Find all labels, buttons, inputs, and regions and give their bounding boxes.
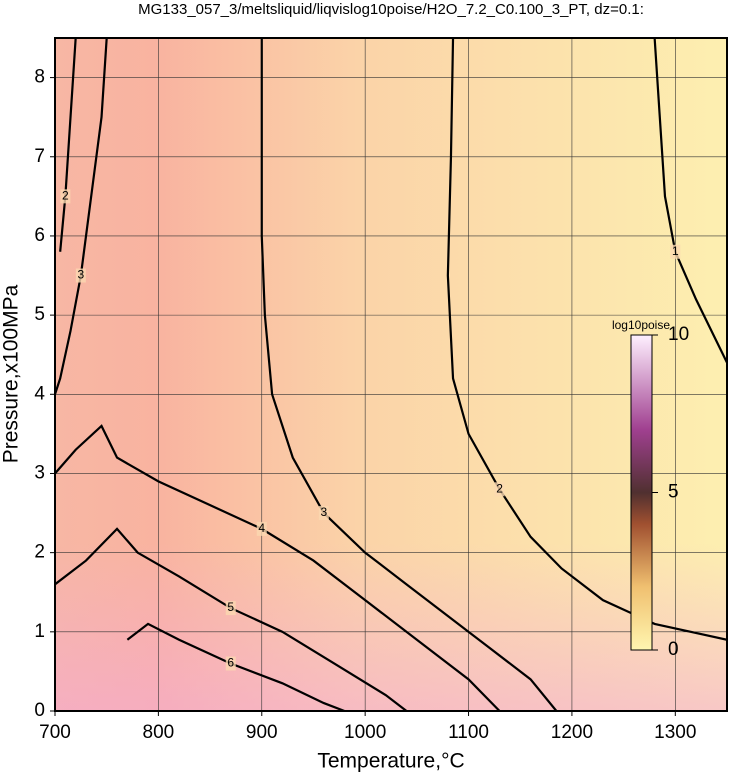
x-tick-label: 1100: [448, 722, 489, 743]
x-tick-label: 1200: [551, 722, 593, 743]
chart-title: MG133_057_3/meltsliquid/liqvislog10poise…: [138, 1, 644, 18]
x-tick-label: 1000: [344, 722, 386, 743]
y-tick-label: 8: [34, 67, 45, 88]
contour-label: 3: [320, 505, 327, 519]
y-tick-label: 2: [34, 542, 45, 563]
contour-line: [653, 38, 727, 364]
y-tick-label: 3: [34, 462, 45, 483]
plot-shade: [55, 38, 727, 711]
contour-label: 3: [78, 268, 85, 282]
contour-label: 5: [227, 600, 234, 614]
x-tick-label: 1300: [654, 722, 696, 743]
contour-line: [55, 527, 408, 711]
contour-label: 1: [672, 244, 679, 258]
y-tick-label: 1: [34, 621, 45, 642]
contour-label-bg: [75, 268, 86, 283]
contour-label-bg: [225, 656, 236, 671]
y-tick-label: 7: [34, 146, 45, 167]
contour-label: 2: [62, 189, 69, 203]
contour-label: 6: [227, 656, 234, 670]
y-tick-label: 6: [34, 225, 45, 246]
contour-line: [55, 424, 501, 711]
x-tick-label: 700: [39, 722, 71, 743]
contour-label-bg: [494, 482, 505, 497]
x-tick-label: 900: [246, 722, 278, 743]
x-axis-label: Temperature,°C: [317, 750, 464, 773]
y-tick-label: 4: [34, 383, 45, 404]
contour-label: 2: [496, 481, 503, 495]
contour-label-bg: [318, 506, 329, 521]
contour-label-bg: [670, 244, 681, 259]
y-tick-label: 0: [34, 700, 45, 721]
contour-label-bg: [256, 521, 267, 536]
contours: 1 2 2 3 3 4 5 6: [55, 38, 727, 711]
contour-label-bg: [60, 189, 71, 204]
colorbar-tick-label: 10: [668, 324, 689, 345]
plot-frame: [54, 37, 728, 712]
colorbar: [630, 334, 653, 651]
contour-label-bg: [225, 601, 236, 616]
contour-label: 4: [258, 521, 265, 535]
colorbar-tick-label: 5: [668, 482, 679, 503]
x-tick-label: 800: [143, 722, 175, 743]
y-axis-label: Pressure,x100MPa: [0, 284, 23, 463]
colorbar-tick-label: 0: [668, 639, 679, 660]
contour-line: [59, 38, 77, 252]
colorbar-label: log10poise: [612, 318, 670, 332]
y-tick-label: 5: [34, 304, 45, 325]
